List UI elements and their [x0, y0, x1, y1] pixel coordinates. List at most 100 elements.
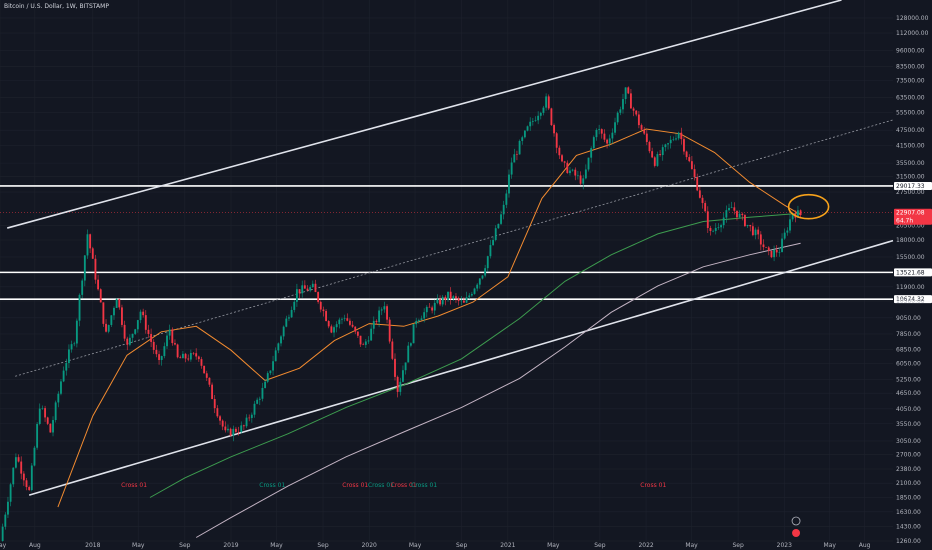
candle-body — [30, 465, 33, 491]
candle-body — [33, 447, 36, 466]
candle-body — [78, 294, 81, 321]
candle-body — [558, 147, 561, 156]
x-axis[interactable]: May Aug 2018 May Sep 2019 May Sep 2020 May Sep 2021… — [0, 542, 871, 549]
candle-body — [701, 197, 704, 204]
candle-body — [351, 324, 354, 327]
highlight-circle — [787, 193, 830, 220]
candle-body — [481, 275, 484, 279]
candle-body — [195, 353, 198, 357]
candle-body — [449, 291, 452, 299]
y-tick-label: 3050.00 — [896, 438, 921, 445]
candle-body — [741, 213, 744, 216]
candle-body — [582, 178, 585, 184]
candle-body — [306, 288, 309, 291]
candle-body — [423, 312, 426, 319]
candle-body — [394, 358, 396, 377]
candle-body — [288, 317, 290, 319]
candle-body — [285, 318, 288, 327]
y-tick-label: 2100.00 — [896, 480, 921, 487]
candle-body — [189, 352, 192, 360]
candle-body — [746, 224, 749, 227]
y-tick-label: 6850.00 — [896, 346, 921, 353]
candle-body — [664, 144, 667, 148]
candle-body — [205, 373, 208, 378]
candle-body — [518, 140, 521, 155]
event-marker-icon — [792, 529, 801, 537]
x-tick-label: May — [824, 542, 837, 549]
candle-body — [4, 514, 7, 527]
candle-body — [144, 315, 147, 330]
candle-body — [402, 370, 404, 382]
candle-body — [608, 138, 611, 144]
candle-body — [107, 324, 110, 332]
candle-body — [370, 328, 373, 341]
candle-body — [25, 480, 28, 488]
y-tick-label: 2380.00 — [896, 466, 921, 473]
candle-body — [314, 283, 317, 293]
candle-body — [537, 115, 540, 121]
candle-body — [121, 307, 123, 325]
candle-body — [44, 408, 46, 418]
candle-body — [380, 309, 383, 311]
y-tick-label: 1850.00 — [896, 495, 921, 502]
x-tick-label: May — [270, 542, 283, 549]
candle-body — [221, 420, 224, 427]
moving-average-line — [149, 212, 801, 498]
candle-body — [38, 408, 41, 424]
candle-body — [168, 329, 171, 336]
candle-body — [627, 87, 630, 94]
candle-body — [497, 223, 500, 229]
y-tick-label: 27500.00 — [896, 189, 925, 196]
y-tick-label: 7850.00 — [896, 331, 921, 338]
candle-body — [476, 284, 479, 289]
y-tick-label: 20500.00 — [896, 222, 925, 229]
y-tick-label: 4050.00 — [896, 406, 921, 413]
candle-body — [126, 338, 129, 345]
moving-average-line — [195, 242, 801, 538]
y-tick-label: 11900.00 — [896, 284, 925, 291]
candle-body — [311, 283, 314, 288]
x-tick-label: 2018 — [85, 542, 100, 549]
y-axis[interactable]: 128000.00 112000.00 96000.00 83500.00 73500.… — [894, 15, 932, 545]
x-tick-label: 2020 — [362, 542, 377, 549]
candle-body — [417, 320, 420, 321]
candle-body — [709, 227, 712, 231]
candle-body — [632, 108, 635, 111]
candle-body — [290, 309, 293, 318]
candle-body — [346, 318, 349, 321]
x-tick-label: 2022 — [638, 542, 653, 549]
y-tick-label: 112000.00 — [896, 30, 929, 37]
candle-body — [378, 310, 381, 323]
candle-body — [319, 301, 322, 310]
candle-body — [341, 318, 343, 320]
candle-body — [386, 306, 388, 320]
candle-body — [136, 320, 139, 330]
cross-annotation: Cross 01 — [411, 482, 437, 489]
trend-lines — [6, 0, 894, 496]
candle-body — [52, 420, 54, 433]
y-tick-label: 10500.00 — [896, 298, 925, 305]
candle-body — [364, 341, 367, 345]
candle-body — [717, 227, 720, 228]
trend-line — [6, 0, 842, 229]
candle-body — [412, 324, 415, 344]
candle-body — [563, 161, 566, 163]
candle-body — [60, 381, 62, 394]
candle-body — [75, 320, 78, 344]
candle-body — [388, 319, 391, 342]
candle-body — [778, 252, 781, 253]
candle-body — [404, 362, 407, 371]
candle-body — [240, 425, 243, 433]
candle-body — [712, 230, 715, 232]
candle-body — [635, 110, 638, 115]
candle-body — [391, 341, 394, 359]
candle-body — [513, 154, 516, 163]
candle-body — [250, 414, 253, 418]
candle-body — [561, 155, 563, 162]
candle-body — [579, 175, 582, 184]
candle-body — [675, 138, 677, 140]
grid-lines — [0, 0, 893, 542]
